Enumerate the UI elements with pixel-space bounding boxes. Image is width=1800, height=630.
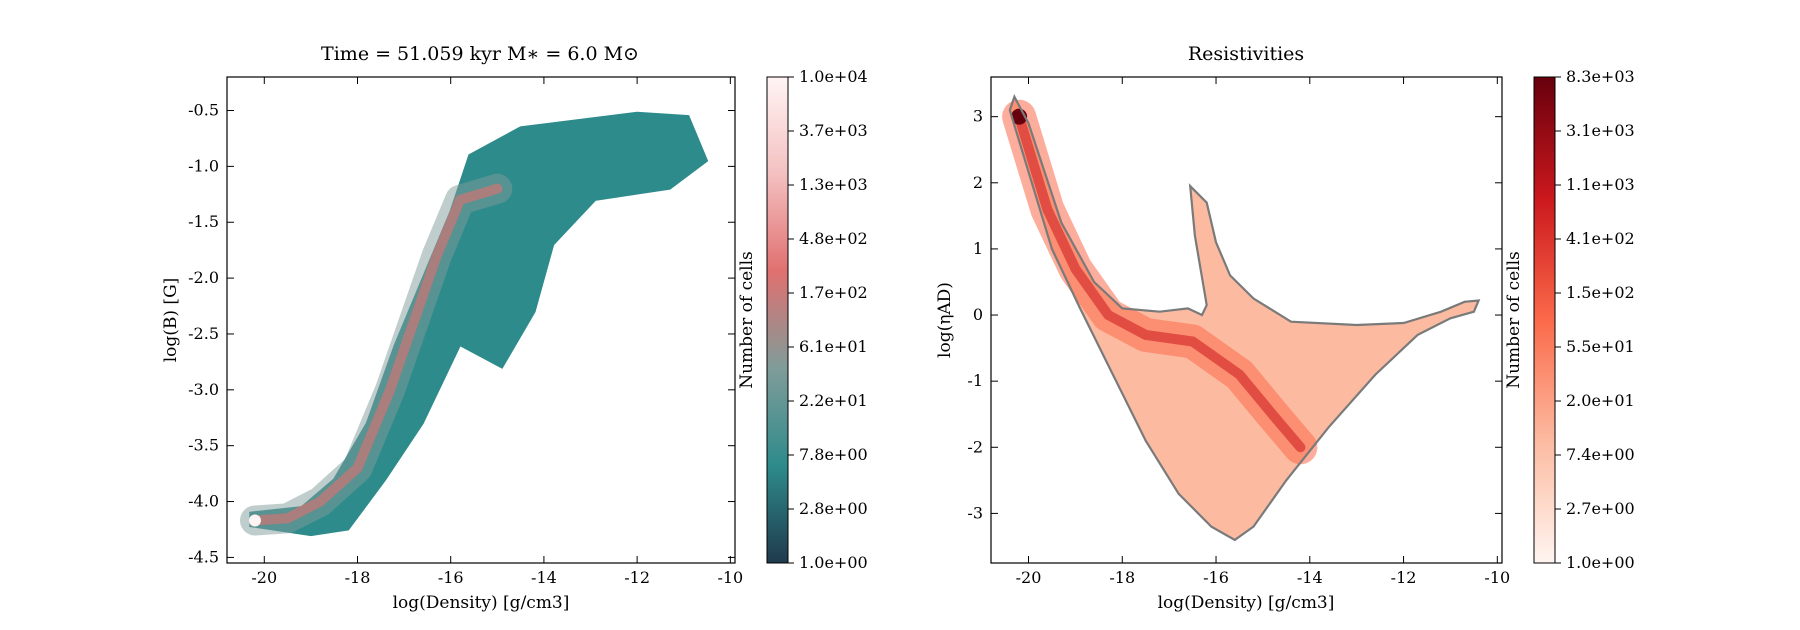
left-ytick-label: -1.5 bbox=[188, 212, 219, 231]
left-density-peak bbox=[248, 514, 261, 527]
left-colorbar: 1.0e+00 2.8e+00 7.8e+00 2.2e+01 6.1e+01 1.7e+… bbox=[737, 67, 868, 572]
left-cbar-tick-label: 1.0e+04 bbox=[799, 67, 868, 86]
right-cbar-tick-label: 4.1e+02 bbox=[1566, 229, 1635, 248]
left-cbar-tick-label: 7.8e+00 bbox=[799, 445, 868, 464]
right-cbar-tick-label: 2.0e+01 bbox=[1566, 391, 1635, 410]
right-distribution-fill bbox=[1009, 96, 1479, 540]
right-cbar-tick-label: 7.4e+00 bbox=[1566, 445, 1635, 464]
right-cbar-tick-label: 1.1e+03 bbox=[1566, 175, 1635, 194]
right-density-ridge bbox=[1014, 111, 1306, 453]
right-colorbar-gradient bbox=[1533, 76, 1556, 564]
right-y-ticks: -3 -2 -1 0 1 2 3 bbox=[967, 107, 1502, 522]
left-panel: Time = 51.059 kyr M∗ = 6.0 M⊙ -20 -18 -16-… bbox=[161, 43, 868, 613]
left-cbar-tick-label: 6.1e+01 bbox=[799, 337, 868, 356]
right-panel: Resistivities -20 -18 -16 -14 -12 -10 -3-2-10… bbox=[935, 43, 1635, 613]
left-cbar-tick-label: 1.7e+02 bbox=[799, 283, 868, 302]
left-ytick-label: -0.5 bbox=[188, 101, 219, 120]
left-x-ticks: -20 -18 -16 -14 -12 -10 bbox=[251, 77, 743, 587]
right-ytick-label: 0 bbox=[973, 305, 983, 324]
right-plot-area bbox=[1002, 94, 1481, 542]
left-ytick-label: -2.5 bbox=[188, 324, 219, 343]
left-ytick-label: -4.5 bbox=[188, 547, 219, 566]
right-x-axis-label: log(Density) [g/cm3] bbox=[1158, 593, 1335, 613]
left-cbar-tick-label: 3.7e+03 bbox=[799, 121, 868, 140]
left-density-ridge bbox=[250, 183, 503, 526]
left-axes-frame bbox=[226, 76, 736, 564]
left-colorbar-label: Number of cells bbox=[737, 251, 757, 389]
right-ytick-label: 1 bbox=[973, 239, 983, 258]
left-ytick-label: -3.5 bbox=[188, 436, 219, 455]
right-cbar-tick-label: 1.5e+02 bbox=[1566, 283, 1635, 302]
left-cbar-tick-label: 2.2e+01 bbox=[799, 391, 868, 410]
right-xtick-label: -18 bbox=[1109, 568, 1135, 587]
right-colorbar: 1.0e+00 2.7e+00 7.4e+00 2.0e+01 5.5e+01 1.5e+… bbox=[1504, 67, 1635, 572]
left-x-axis-label: log(Density) [g/cm3] bbox=[393, 593, 570, 613]
left-y-axis-label: log(B) [G] bbox=[161, 278, 181, 363]
right-xtick-label: -20 bbox=[1016, 568, 1042, 587]
right-distribution-outline bbox=[1008, 94, 1481, 542]
left-cbar-tick-label: 1.3e+03 bbox=[799, 175, 868, 194]
right-colorbar-label: Number of cells bbox=[1504, 251, 1524, 389]
right-ytick-label: -2 bbox=[967, 437, 983, 456]
left-ytick-label: -3.0 bbox=[188, 380, 219, 399]
right-title: Resistivities bbox=[1188, 43, 1304, 65]
right-ytick-label: -1 bbox=[967, 371, 983, 390]
right-cbar-tick-label: 3.1e+03 bbox=[1566, 121, 1635, 140]
right-xtick-label: -12 bbox=[1391, 568, 1417, 587]
left-xtick-label: -20 bbox=[251, 568, 277, 587]
left-cbar-tick-label: 4.8e+02 bbox=[799, 229, 868, 248]
left-colorbar-ticks: 1.0e+00 2.8e+00 7.8e+00 2.2e+01 6.1e+01 1.7e+… bbox=[788, 67, 868, 572]
right-cbar-tick-label: 5.5e+01 bbox=[1566, 337, 1635, 356]
left-xtick-label: -10 bbox=[717, 568, 743, 587]
left-cbar-tick-label: 1.0e+00 bbox=[799, 553, 868, 572]
right-xtick-label: -10 bbox=[1484, 568, 1510, 587]
left-xtick-label: -18 bbox=[345, 568, 371, 587]
right-cbar-tick-label: 2.7e+00 bbox=[1566, 499, 1635, 518]
left-ytick-label: -1.0 bbox=[188, 156, 219, 175]
left-plot-area bbox=[240, 111, 709, 537]
right-colorbar-ticks: 1.0e+00 2.7e+00 7.4e+00 2.0e+01 5.5e+01 1.5e+… bbox=[1555, 67, 1635, 572]
left-colorbar-gradient bbox=[766, 76, 789, 564]
left-title: Time = 51.059 kyr M∗ = 6.0 M⊙ bbox=[321, 43, 639, 65]
left-distribution-fill bbox=[249, 111, 709, 537]
left-ytick-label: -2.0 bbox=[188, 268, 219, 287]
left-cbar-tick-label: 2.8e+00 bbox=[799, 499, 868, 518]
left-xtick-label: -14 bbox=[531, 568, 557, 587]
right-axes-frame bbox=[990, 76, 1503, 564]
right-xtick-label: -14 bbox=[1297, 568, 1323, 587]
left-xtick-label: -16 bbox=[438, 568, 464, 587]
left-y-ticks: -4.5 -4.0 -3.5 -3.0 -2.5 -2.0 -1.5 -1.0 -0.5 bbox=[188, 101, 735, 566]
right-cbar-tick-label: 1.0e+00 bbox=[1566, 553, 1635, 572]
left-xtick-label: -12 bbox=[624, 568, 650, 587]
right-y-axis-label: log(ηAD) bbox=[935, 282, 955, 358]
right-ytick-label: 2 bbox=[973, 173, 983, 192]
right-x-ticks: -20 -18 -16 -14 -12 -10 bbox=[1016, 77, 1510, 587]
right-ytick-label: -3 bbox=[967, 503, 983, 522]
right-ytick-label: 3 bbox=[973, 107, 983, 126]
right-cbar-tick-label: 8.3e+03 bbox=[1566, 67, 1635, 86]
right-xtick-label: -16 bbox=[1203, 568, 1229, 587]
left-ytick-label: -4.0 bbox=[188, 492, 219, 511]
